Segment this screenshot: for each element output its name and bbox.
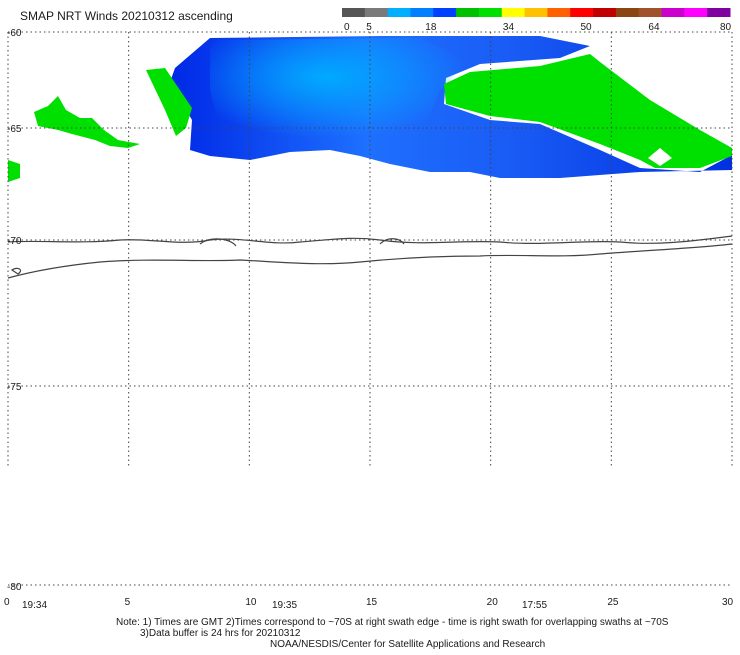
colorbar-segment — [456, 8, 480, 17]
colorbar-segment — [593, 8, 617, 17]
latitude-label: -70 — [7, 236, 22, 247]
colorbar-segment — [387, 8, 411, 17]
colorbar-segment — [615, 8, 640, 17]
colorbar: 0 5 18 34 50 64 80 — [342, 8, 732, 33]
coastline — [7, 235, 733, 245]
longitude-label: 25 — [607, 597, 619, 608]
note-line-2: 3)Data buffer is 24 hrs for 20210312 — [140, 628, 301, 639]
pass-time-3: 17:55 — [522, 600, 547, 611]
colorbar-segment — [478, 8, 503, 17]
longitude-label: 10 — [245, 597, 257, 608]
wind-swath-green-edge — [8, 160, 20, 182]
longitude-label: 5 — [125, 597, 131, 608]
latitude-label: -80 — [7, 582, 22, 593]
colorbar-tick-label: 80 — [720, 22, 732, 33]
wind-swath-green-east — [444, 54, 732, 168]
wind-swath-green-west — [146, 68, 192, 136]
latitude-label: -60 — [7, 28, 22, 39]
longitude-label: 0 — [4, 597, 10, 608]
colorbar-tick-label: 0 — [344, 22, 350, 33]
colorbar-segment — [570, 8, 594, 17]
pass-time-2: 19:35 — [272, 600, 297, 611]
longitude-label: 15 — [366, 597, 378, 608]
pass-time-1: 19:34 — [22, 600, 47, 611]
map-title: SMAP NRT Winds 20210312 ascending — [20, 9, 233, 23]
note-line-1: Note: 1) Times are GMT 2)Times correspon… — [116, 617, 669, 628]
colorbar-segment — [684, 8, 708, 17]
colorbar-segment — [342, 8, 366, 17]
wind-swath-green-island — [34, 96, 140, 148]
no-data-patch — [648, 148, 672, 166]
colorbar-segment — [661, 8, 685, 17]
colorbar-segment — [410, 8, 434, 17]
colorbar-tick-label: 50 — [581, 22, 593, 33]
colorbar-segment — [524, 8, 548, 17]
longitude-label: 30 — [722, 597, 734, 608]
longitude-labels: 0 5 10 15 20 25 30 — [4, 597, 734, 608]
colorbar-segment — [707, 8, 731, 17]
colorbar-segment — [638, 8, 663, 17]
colorbar-tick-label: 34 — [503, 22, 515, 33]
graticule — [7, 31, 733, 586]
latitude-labels: -60 -65 -70 -75 -80 — [7, 28, 22, 593]
wind-swath-lightblue — [210, 38, 470, 150]
colorbar-segment — [547, 8, 571, 17]
colorbar-tick-label: 18 — [425, 22, 437, 33]
colorbar-tick-label: 64 — [648, 22, 660, 33]
colorbar-tick-label: 5 — [366, 22, 372, 33]
colorbar-segment — [433, 8, 457, 17]
coast-detail — [10, 238, 405, 275]
colorbar-segment — [501, 8, 526, 17]
latitude-label: -65 — [7, 124, 22, 135]
ice-shelf-edge — [7, 243, 733, 279]
note-line-3: NOAA/NESDIS/Center for Satellite Applica… — [270, 639, 545, 650]
longitude-label: 20 — [487, 597, 499, 608]
latitude-label: -75 — [7, 382, 22, 393]
colorbar-segment — [364, 8, 389, 17]
